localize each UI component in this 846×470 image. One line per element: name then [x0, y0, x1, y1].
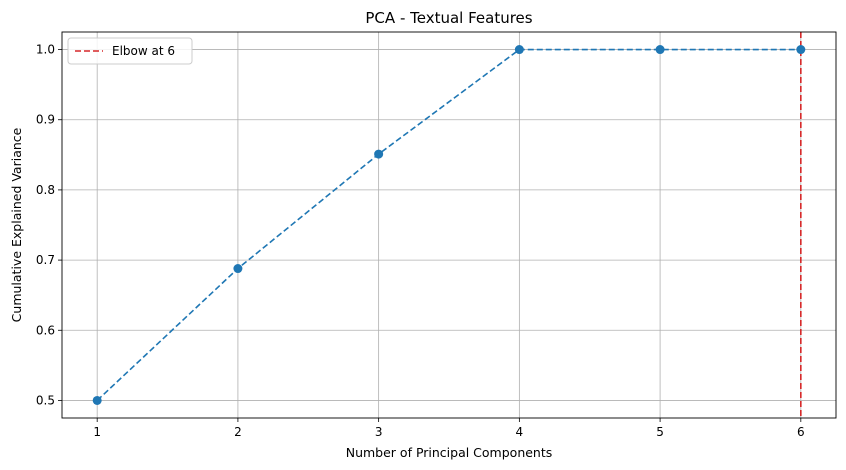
legend-label: Elbow at 6 — [112, 44, 175, 58]
data-point — [514, 45, 524, 55]
y-tick-label: 0.9 — [36, 113, 55, 127]
x-tick-label: 3 — [375, 425, 383, 439]
x-tick-label: 4 — [516, 425, 524, 439]
data-point — [374, 149, 384, 159]
plot-frame — [61, 31, 837, 419]
y-tick-label: 0.6 — [36, 323, 55, 337]
y-tick-label: 0.5 — [36, 393, 55, 407]
data-point — [655, 45, 665, 55]
x-tick-label: 5 — [656, 425, 664, 439]
y-axis-label: Cumulative Explained Variance — [9, 127, 24, 322]
x-axis-label: Number of Principal Components — [346, 445, 553, 460]
series-line — [96, 48, 801, 402]
legend-box — [67, 37, 193, 65]
data-point — [233, 264, 243, 274]
legend: Elbow at 6 — [67, 37, 193, 65]
y-tick-label: 1.0 — [36, 43, 55, 57]
data-point — [92, 395, 102, 405]
x-tick-label: 2 — [234, 425, 242, 439]
ticks: 1 2 3 4 5 6 0.5 0.6 0.7 0.8 0.9 1.0 — [36, 43, 805, 439]
data-point — [796, 45, 806, 55]
y-tick-label: 0.7 — [36, 253, 55, 267]
x-tick-label: 1 — [93, 425, 101, 439]
chart-title: PCA - Textual Features — [365, 9, 532, 27]
y-tick-label: 0.8 — [36, 183, 55, 197]
series-layer — [92, 45, 806, 405]
x-tick-label: 6 — [797, 425, 805, 439]
